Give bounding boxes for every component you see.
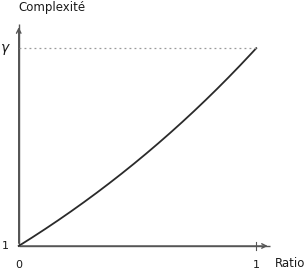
Text: 1: 1 xyxy=(2,241,9,251)
Text: Complexité: Complexité xyxy=(19,1,86,14)
Text: Ratio: Ratio xyxy=(275,256,305,270)
Text: 0: 0 xyxy=(15,261,22,270)
Text: γ: γ xyxy=(1,41,9,55)
Text: 1: 1 xyxy=(253,261,260,270)
